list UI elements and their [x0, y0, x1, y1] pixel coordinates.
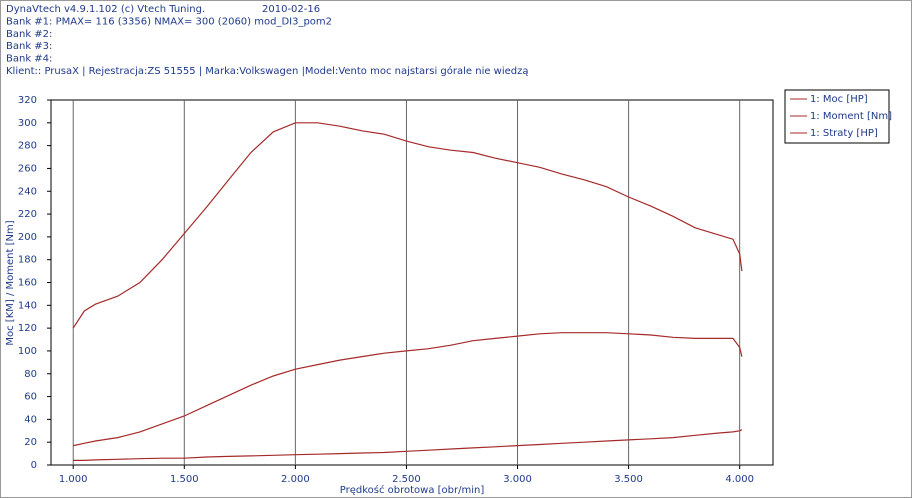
header-line: Klient:: PrusaX | Rejestracja:ZS 51555 |… [6, 65, 529, 77]
y-tick-label: 100 [18, 346, 37, 357]
series-line [73, 332, 743, 447]
x-axis-label: Prędkość obrotowa [obr/min] [340, 484, 485, 496]
x-tick-label: 4.000 [725, 474, 754, 485]
y-tick-label: 160 [18, 278, 37, 289]
y-tick-label: 60 [24, 392, 37, 403]
x-tick-label: 3.500 [614, 474, 643, 485]
y-tick-label: 220 [18, 209, 37, 220]
series-line [72, 122, 743, 329]
legend-label: 1: Moc [HP] [810, 94, 868, 105]
legend-label: 1: Straty [HP] [810, 128, 878, 139]
legend-label: 1: Moment [Nm] [810, 111, 892, 122]
y-tick-label: 40 [24, 414, 37, 425]
x-tick-label: 1.500 [170, 474, 199, 485]
y-tick-label: 180 [18, 255, 37, 266]
y-axis-label: Moc [KM] / Moment [Nm] [5, 220, 16, 345]
y-tick-label: 20 [24, 437, 37, 448]
x-tick-label: 1.000 [59, 474, 88, 485]
header-line: Bank #1: PMAX= 116 (3356) NMAX= 300 (206… [6, 16, 332, 27]
y-tick-label: 0 [31, 460, 37, 471]
y-tick-label: 300 [18, 118, 37, 129]
x-tick-label: 2.000 [281, 474, 310, 485]
plot-area [50, 99, 774, 466]
y-tick-label: 320 [18, 95, 37, 106]
y-tick-label: 240 [18, 186, 37, 197]
header-line: Bank #2: [6, 29, 52, 40]
series-line [73, 429, 743, 461]
y-tick-label: 280 [18, 141, 37, 152]
x-tick-label: 3.000 [503, 474, 532, 485]
header-line: Bank #3: [6, 41, 52, 52]
x-tick-label: 2.500 [392, 474, 421, 485]
y-tick-label: 200 [18, 232, 37, 243]
y-tick-label: 260 [18, 163, 37, 174]
y-tick-label: 120 [18, 323, 37, 334]
date: 2010-02-16 [262, 4, 320, 15]
header-line: DynaVtech v4.9.1.102 (c) Vtech Tuning. [6, 4, 205, 15]
header-line: Bank #4: [6, 54, 52, 65]
y-tick-label: 80 [24, 369, 37, 380]
y-tick-label: 140 [18, 300, 37, 311]
